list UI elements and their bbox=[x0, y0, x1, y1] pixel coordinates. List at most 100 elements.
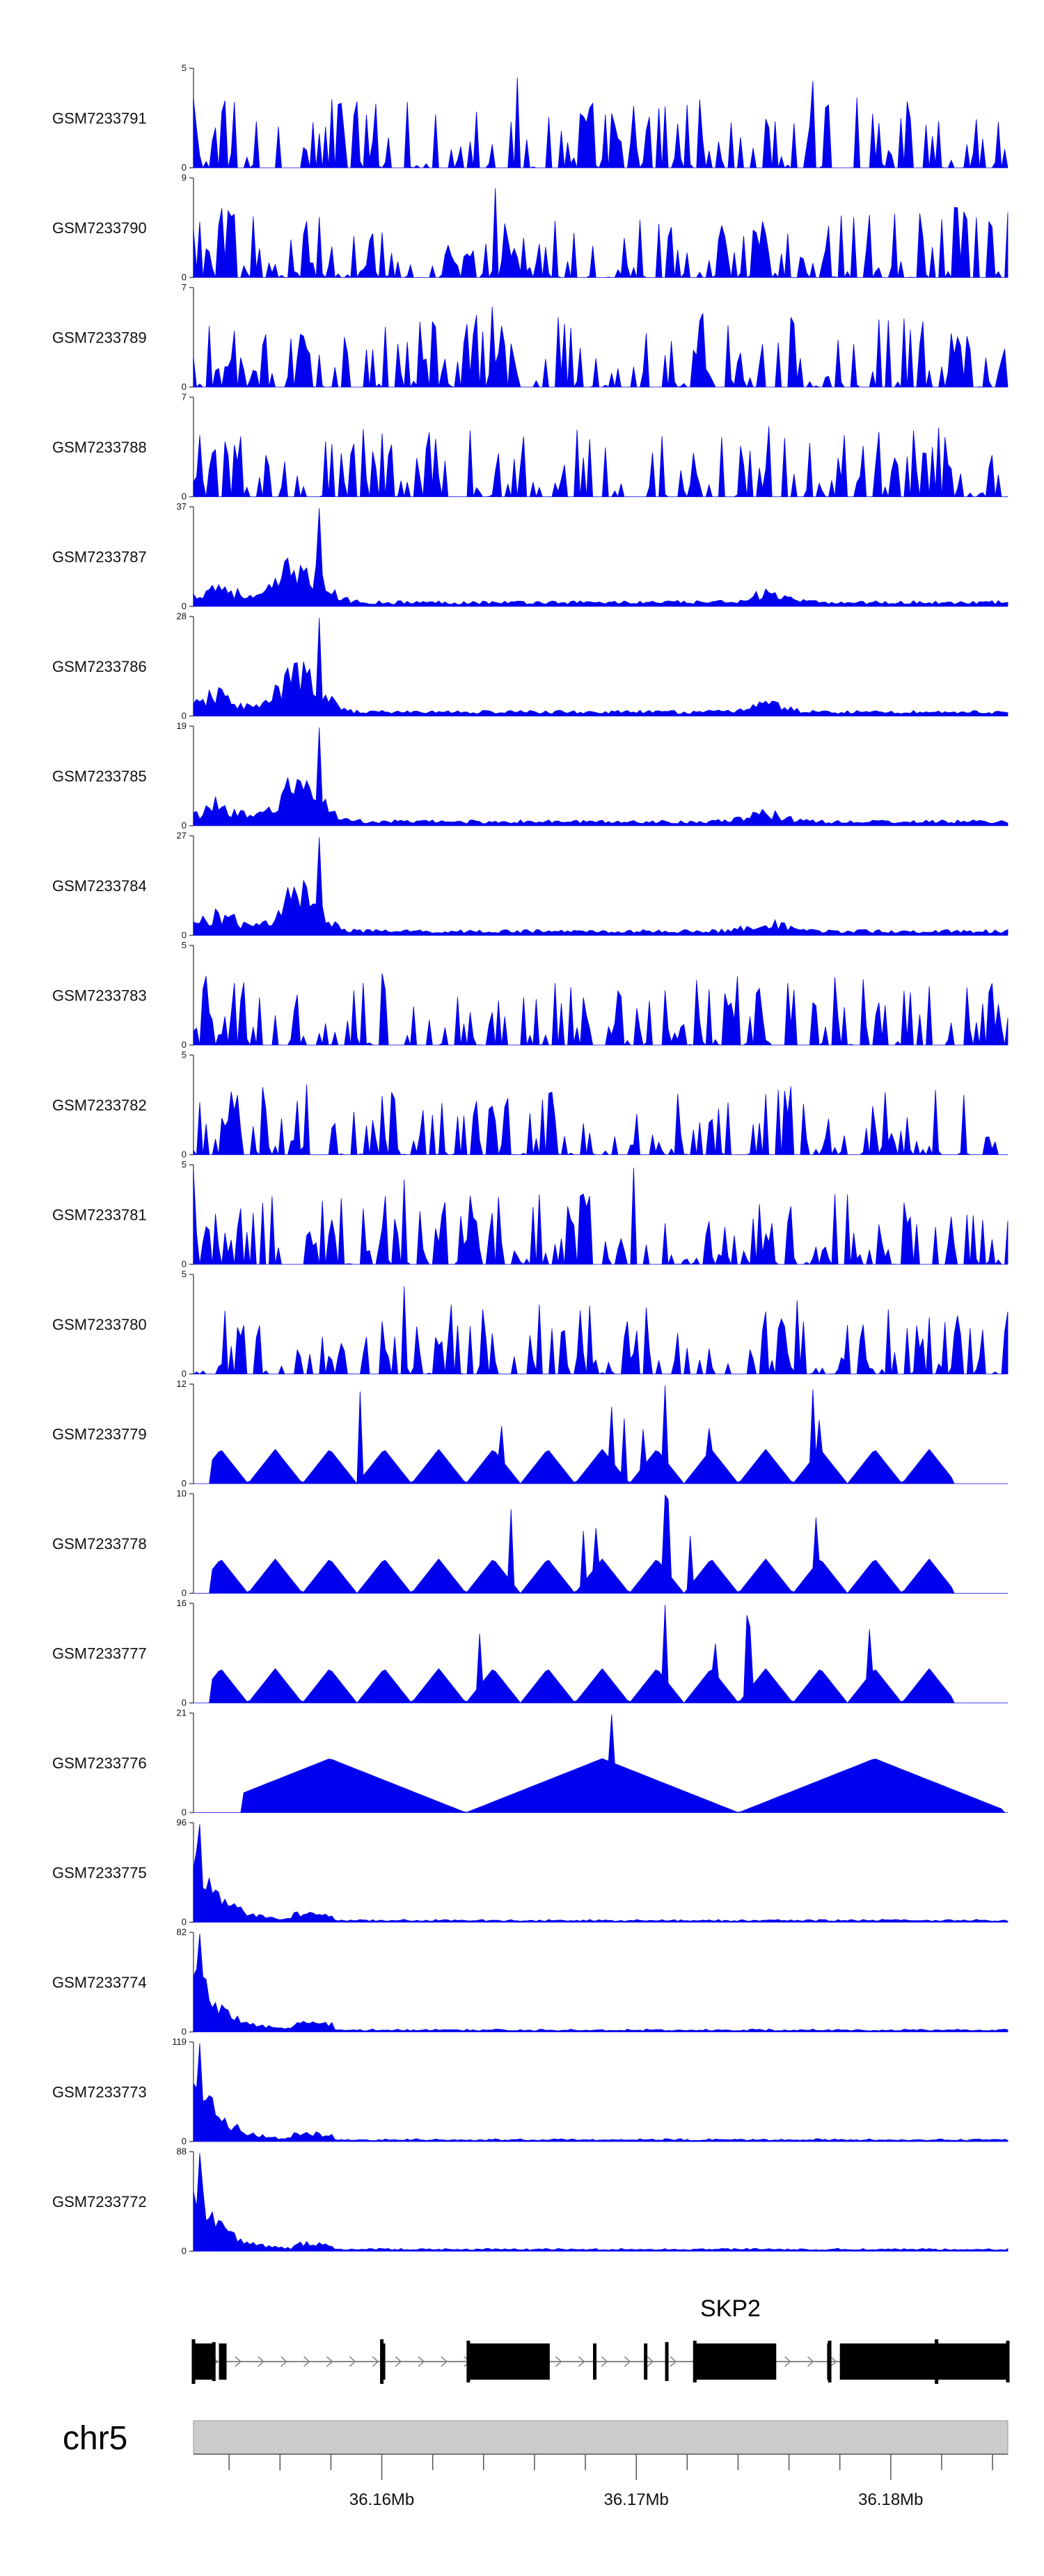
y-tick-label-max: 88 bbox=[177, 2146, 187, 2157]
track-label: GSM7233773 bbox=[52, 2084, 147, 2101]
track-GSM7233784: GSM7233784 27 0 bbox=[52, 831, 1009, 941]
track-GSM7233774: GSM7233774 82 0 bbox=[52, 1927, 1009, 2037]
y-tick-label-zero: 0 bbox=[182, 2136, 187, 2146]
track-GSM7233782: GSM7233782 5 0 bbox=[52, 1050, 1008, 1160]
y-tick-label-zero: 0 bbox=[182, 2027, 187, 2037]
track-label: GSM7233787 bbox=[52, 549, 147, 566]
track-label: GSM7233782 bbox=[52, 1097, 147, 1114]
track-GSM7233773: GSM7233773 119 0 bbox=[52, 2036, 1009, 2146]
track-label: GSM7233776 bbox=[52, 1754, 147, 1772]
track-GSM7233777: GSM7233777 16 0 bbox=[52, 1598, 1008, 1708]
y-tick-label-max: 5 bbox=[182, 1159, 187, 1170]
y-tick-label-max: 19 bbox=[177, 721, 187, 731]
track-GSM7233786: GSM7233786 28 0 bbox=[52, 611, 1009, 721]
chromosome-label: chr5 bbox=[63, 2420, 127, 2457]
y-tick-label-zero: 0 bbox=[182, 1697, 187, 1708]
strand-arrow bbox=[441, 2356, 448, 2367]
track-GSM7233787: GSM7233787 37 0 bbox=[52, 501, 1009, 611]
track-label: GSM7233791 bbox=[52, 110, 147, 127]
coverage-series-GSM7233776 bbox=[193, 1714, 1008, 1813]
track-label: GSM7233788 bbox=[52, 439, 147, 456]
y-tick-label-zero: 0 bbox=[182, 820, 187, 831]
track-label: GSM7233775 bbox=[52, 1864, 147, 1882]
y-tick-label-max: 28 bbox=[177, 611, 187, 622]
track-GSM7233772: GSM7233772 88 0 bbox=[52, 2146, 1009, 2256]
gene-exon-edge bbox=[212, 2342, 216, 2381]
y-tick-label-zero: 0 bbox=[182, 162, 187, 173]
coverage-series-GSM7233783 bbox=[193, 973, 1009, 1046]
gene-exon-edge bbox=[693, 2341, 697, 2382]
gene-exon bbox=[695, 2343, 777, 2380]
track-GSM7233783: GSM7233783 5 0 bbox=[52, 940, 1009, 1050]
track-GSM7233789: GSM7233789 7 0 bbox=[52, 282, 1009, 392]
gene-name-label: SKP2 bbox=[700, 2295, 761, 2322]
strand-arrow bbox=[418, 2356, 425, 2367]
strand-arrow bbox=[807, 2356, 814, 2367]
track-label: GSM7233780 bbox=[52, 1316, 147, 1333]
coverage-series-GSM7233774 bbox=[193, 1933, 1009, 2032]
track-label: GSM7233777 bbox=[52, 1645, 147, 1663]
track-label: GSM7233785 bbox=[52, 768, 147, 785]
gene-exon bbox=[593, 2343, 597, 2380]
track-GSM7233778: GSM7233778 10 0 bbox=[52, 1489, 1008, 1599]
coverage-series-GSM7233791 bbox=[193, 77, 1009, 169]
y-tick-label-max: 12 bbox=[177, 1379, 187, 1389]
y-tick-label-zero: 0 bbox=[182, 1478, 187, 1489]
track-GSM7233785: GSM7233785 19 0 bbox=[52, 721, 1009, 831]
coverage-series-GSM7233780 bbox=[192, 1286, 1009, 1375]
strand-arrow bbox=[258, 2356, 264, 2367]
strand-arrow bbox=[372, 2356, 379, 2367]
gene-exon-edge bbox=[665, 2342, 669, 2381]
track-label: GSM7233790 bbox=[52, 219, 147, 237]
y-tick-label-max: 27 bbox=[177, 831, 187, 841]
track-GSM7233791: GSM7233791 5 0 bbox=[52, 63, 1009, 173]
gene-exon-edge bbox=[466, 2341, 470, 2382]
coverage-series-GSM7233779 bbox=[193, 1385, 1008, 1485]
x-tick-label: 36.16Mb bbox=[349, 2490, 414, 2509]
strand-arrow bbox=[647, 2356, 654, 2367]
strand-arrow bbox=[280, 2356, 287, 2367]
y-tick-label-zero: 0 bbox=[182, 272, 187, 283]
strand-arrow bbox=[578, 2356, 585, 2367]
y-tick-label-zero: 0 bbox=[182, 1259, 187, 1269]
gene-exon bbox=[644, 2343, 648, 2380]
coverage-tracks: GSM723379150GSM723379090GSM723378970GSM7… bbox=[52, 63, 1009, 2256]
coverage-series-GSM7233786 bbox=[193, 618, 1009, 716]
coverage-series-GSM7233782 bbox=[193, 1084, 1008, 1156]
coverage-series-GSM7233777 bbox=[193, 1604, 1008, 1704]
y-tick-label-zero: 0 bbox=[182, 1917, 187, 1927]
y-tick-label-max: 5 bbox=[182, 63, 187, 73]
gene-exon-edge bbox=[191, 2339, 196, 2384]
coverage-series-GSM7233787 bbox=[193, 508, 1009, 607]
y-tick-label-zero: 0 bbox=[182, 1369, 187, 1379]
track-GSM7233788: GSM7233788 7 0 bbox=[52, 392, 1009, 502]
y-tick-label-max: 5 bbox=[182, 1269, 187, 1280]
coverage-series-GSM7233790 bbox=[193, 188, 1009, 279]
strand-arrow bbox=[624, 2356, 631, 2367]
track-label: GSM7233779 bbox=[52, 1426, 147, 1443]
y-tick-label-zero: 0 bbox=[182, 1588, 187, 1599]
track-label: GSM7233772 bbox=[52, 2193, 147, 2210]
y-tick-label-max: 96 bbox=[177, 1817, 187, 1828]
strand-arrow bbox=[235, 2356, 242, 2367]
y-tick-label-zero: 0 bbox=[182, 492, 187, 502]
strand-arrow bbox=[601, 2356, 608, 2367]
strand-arrow bbox=[830, 2356, 837, 2367]
coverage-series-GSM7233789 bbox=[193, 306, 1009, 388]
track-label: GSM7233774 bbox=[52, 1974, 147, 1991]
track-GSM7233780: GSM7233780 5 0 bbox=[52, 1269, 1009, 1379]
y-tick-label-max: 5 bbox=[182, 1050, 187, 1060]
coverage-series-GSM7233772 bbox=[193, 2153, 1009, 2252]
strand-arrow bbox=[326, 2356, 333, 2367]
y-tick-label-max: 37 bbox=[177, 501, 187, 512]
y-tick-label-max: 82 bbox=[177, 1927, 187, 1938]
y-tick-label-max: 7 bbox=[182, 392, 187, 402]
y-tick-label-max: 119 bbox=[172, 2036, 187, 2047]
gene-exon-edge bbox=[935, 2339, 939, 2384]
y-tick-label-zero: 0 bbox=[182, 1039, 187, 1050]
y-tick-label-max: 16 bbox=[177, 1598, 187, 1608]
track-label: GSM7233789 bbox=[52, 329, 147, 347]
track-GSM7233775: GSM7233775 96 0 bbox=[52, 1817, 1009, 1927]
y-tick-label-max: 21 bbox=[177, 1708, 187, 1718]
coverage-series-GSM7233781 bbox=[193, 1168, 1009, 1266]
